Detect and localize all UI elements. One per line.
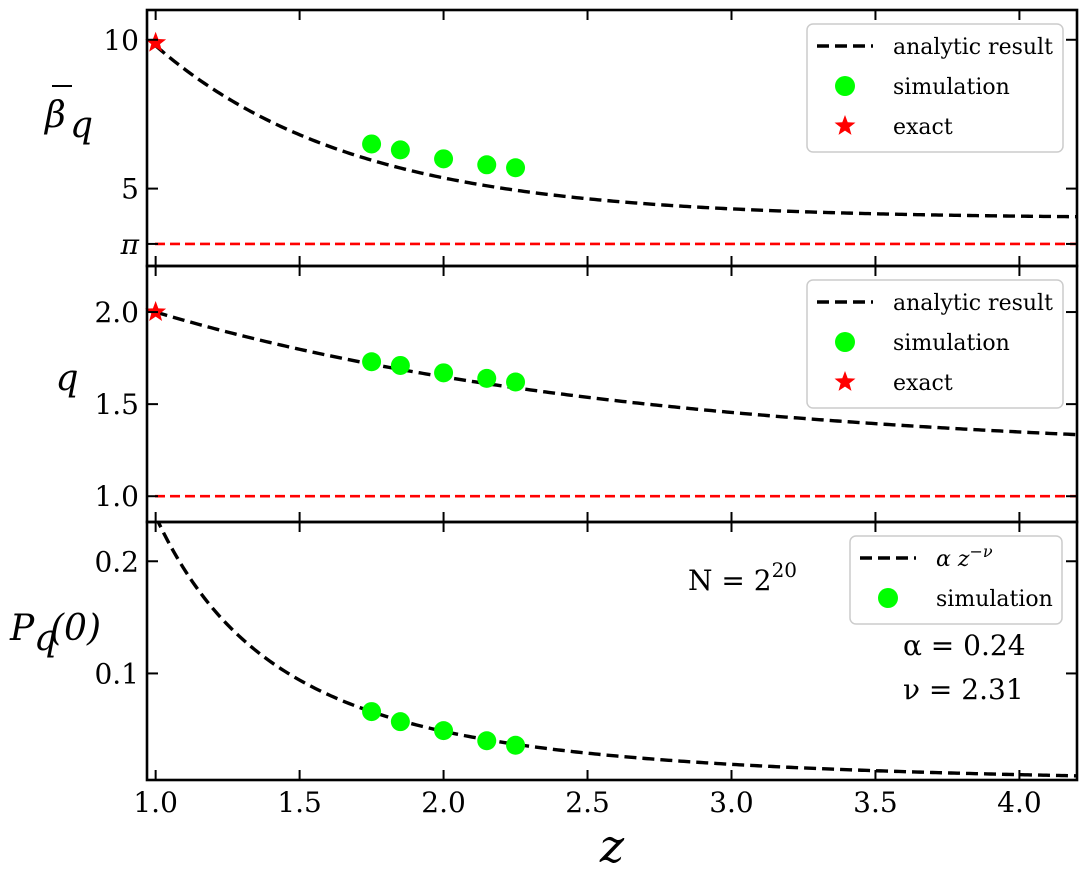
legend-handle-circle (835, 332, 855, 352)
legend-handle-circle (878, 588, 898, 608)
x-tick-label: 3.0 (709, 786, 754, 819)
y-axis-label-arg: (0) (50, 608, 101, 649)
simulation-point (506, 158, 526, 178)
legend-label: simulation (893, 331, 1010, 356)
annotation-n-exponent: 20 (772, 558, 797, 582)
exact-point (145, 301, 167, 321)
annotation-nu: ν = 2.31 (903, 673, 1024, 706)
legend-label: α z−ν (936, 542, 993, 572)
legend-label-superscript: −ν (969, 542, 992, 561)
y-tick-label: 2.0 (94, 296, 139, 329)
y-tick-label: 1.5 (94, 388, 139, 421)
legend-handle-circle (835, 76, 855, 96)
y-tick-label: π (120, 228, 140, 261)
y-tick-label: 5 (121, 173, 139, 206)
simulation-point (390, 140, 410, 160)
y-axis-label-subscript: q (34, 618, 57, 659)
legend-box (806, 279, 1064, 409)
annotation-alpha: α = 0.24 (903, 629, 1026, 662)
x-tick-label: 1.5 (277, 786, 322, 819)
axes-frame (145, 520, 1079, 782)
y-axis-label: P (9, 608, 35, 649)
simulation-point (362, 352, 382, 372)
simulation-point (362, 134, 382, 154)
plot-area (156, 522, 1077, 778)
simulation-point (362, 702, 382, 722)
x-tick-label: 2.0 (421, 786, 466, 819)
legend-label: exact (893, 115, 953, 140)
x-tick-label: 4.0 (997, 786, 1042, 819)
simulation-point (434, 149, 454, 169)
annotation-n: N = 220 (688, 558, 797, 597)
legend-handle-star (834, 115, 856, 135)
legend-box (806, 23, 1064, 153)
y-tick-label: 0.2 (94, 545, 139, 578)
x-tick-label: 2.5 (565, 786, 610, 819)
x-axis-label: z (599, 819, 625, 873)
legend: α z−ν simulation (849, 535, 1063, 625)
panel-top: 5 10 π β q analytic result simulation exact (43, 8, 1079, 268)
legend: analytic result simulation exact (806, 279, 1064, 409)
legend-label: simulation (936, 587, 1053, 612)
legend-label-base: α z (936, 547, 970, 572)
simulation-point (434, 721, 454, 741)
plot-area (154, 44, 1077, 246)
simulation-point (477, 155, 497, 175)
simulation-point (390, 712, 410, 732)
analytic-curve (156, 522, 1077, 778)
legend: analytic result simulation exact (806, 23, 1064, 153)
annotation-n-base: N = 2 (688, 564, 772, 597)
analytic-curve (154, 44, 1077, 219)
panel-middle: 1.0 1.5 2.0 q analytic result simulation exact (55, 264, 1079, 524)
y-axis-label: q (55, 358, 78, 399)
exact-point (145, 31, 167, 52)
legend-label: analytic result (893, 291, 1053, 316)
y-tick-label: 0.1 (94, 657, 139, 690)
simulation-point (434, 363, 454, 383)
y-axis-label-subscript: q (70, 105, 93, 146)
legend-handle-star (834, 371, 856, 391)
simulation-point (506, 735, 526, 755)
y-tick-label: 10 (103, 24, 139, 57)
x-tick-label: 3.5 (853, 786, 898, 819)
legend-label: simulation (893, 75, 1010, 100)
panel-bottom: 0.1 0.2 1.0 1.5 2.0 2.5 3.0 3.5 4.0 P q(0) z α z−ν si… (9, 520, 1079, 873)
simulation-point (477, 368, 497, 388)
simulation-point (477, 731, 497, 751)
plot-area (155, 310, 1077, 498)
legend-label: exact (893, 371, 953, 396)
legend-label: analytic result (893, 35, 1053, 60)
y-axis-label: β (43, 95, 66, 136)
analytic-curve (155, 310, 1077, 437)
x-tick-label: 1.0 (133, 786, 178, 819)
y-tick-label: 1.0 (94, 480, 139, 513)
simulation-point (506, 372, 526, 392)
simulation-point (390, 355, 410, 375)
